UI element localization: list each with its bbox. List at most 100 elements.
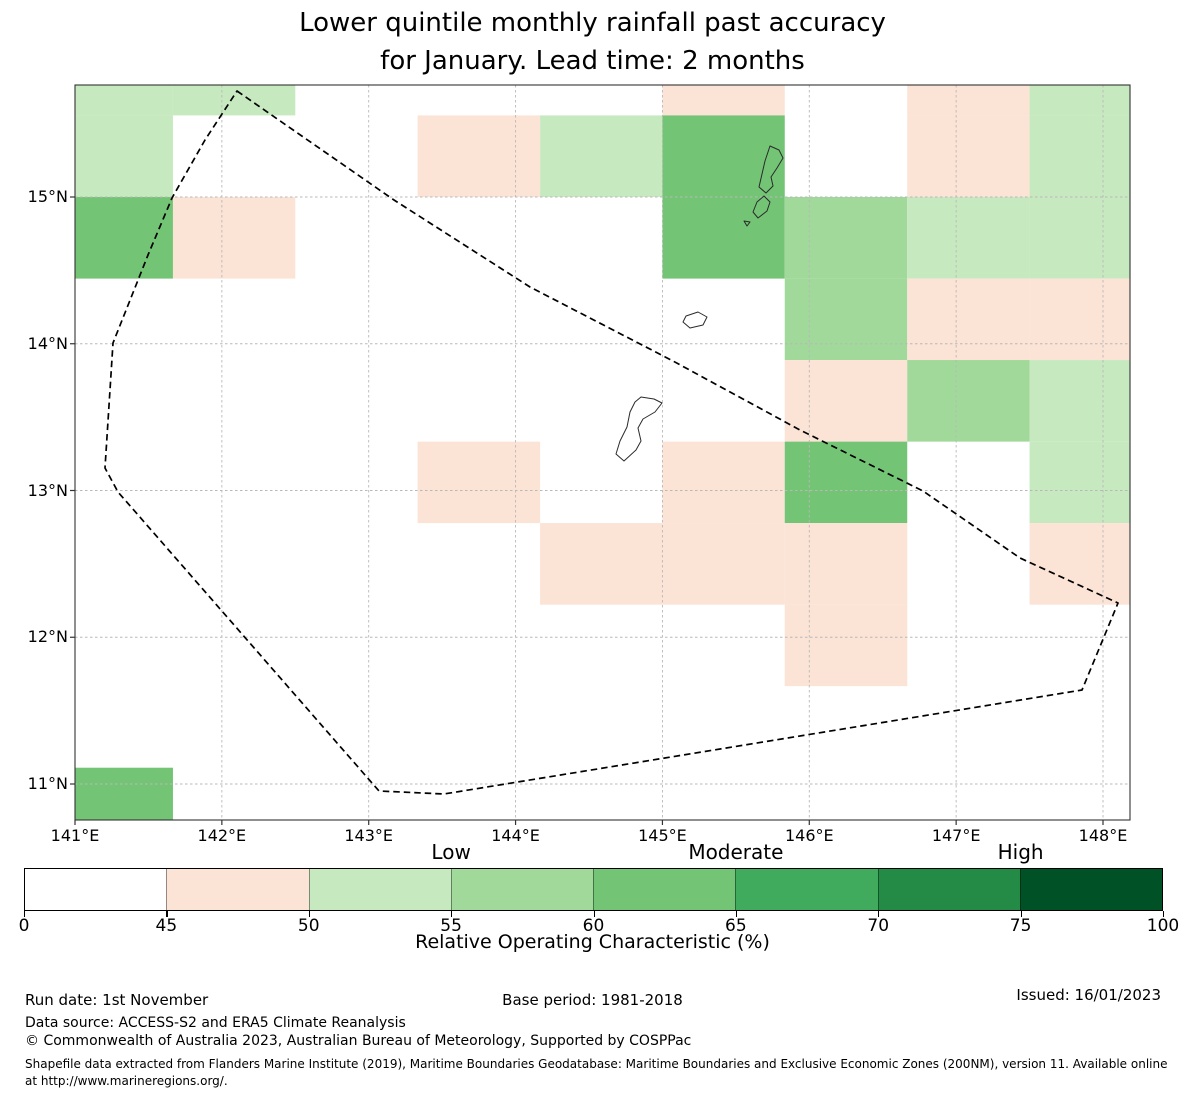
colorbar-tick-mark: [878, 911, 880, 917]
colorbar-segment: [877, 869, 1020, 910]
y-tick-label: 13°N: [27, 480, 68, 500]
heatmap-cell: [75, 115, 173, 197]
colorbar-tick-label: 60: [582, 916, 605, 936]
issued-text: Issued: 16/01/2023: [1016, 986, 1161, 1004]
colorbar-tick-label: 45: [155, 916, 178, 936]
y-tick-label: 15°N: [27, 187, 68, 206]
heatmap-cell: [1029, 85, 1130, 116]
data-source-text: Data source: ACCESS-S2 and ERA5 Climate …: [25, 1015, 406, 1031]
colorbar-category-label: High: [997, 840, 1044, 864]
x-tick-label: 142°E: [197, 826, 247, 845]
colorbar-tick-label: 0: [18, 916, 30, 936]
colorbar-segment: [450, 869, 593, 910]
heatmap-cell: [1029, 278, 1130, 361]
colorbar-tick-label: 65: [725, 916, 747, 936]
y-tick-label: 11°N: [27, 774, 68, 793]
colorbar-segment: [25, 869, 167, 910]
chart-title-line2: for January. Lead time: 2 months: [380, 46, 805, 76]
x-tick-label: 143°E: [344, 826, 394, 845]
heatmap-cell: [75, 767, 173, 820]
heatmap-cell: [172, 85, 296, 116]
axis-tick-marks: [70, 196, 1104, 825]
y-tick-label: 12°N: [27, 627, 68, 647]
heatmap-cells: [75, 85, 1130, 820]
colorbar-category-label: Low: [431, 840, 471, 864]
colorbar-tick-label: 70: [867, 916, 890, 936]
copyright-text: © Commonwealth of Australia 2023, Austra…: [25, 1033, 692, 1049]
heatmap-cell: [1029, 523, 1130, 605]
heatmap-cell: [1029, 197, 1130, 279]
x-tick-label: 147°E: [931, 826, 981, 845]
heatmap-cell: [662, 85, 785, 116]
colorbar-tick-mark: [451, 911, 453, 917]
colorbar-tick-mark: [166, 911, 168, 917]
x-tick-label: 145°E: [638, 826, 687, 845]
colorbar-tick-mark: [735, 911, 738, 917]
heatmap-cell: [540, 115, 663, 197]
shapefile-note-line1: Shapefile data extracted from Flanders M…: [25, 1057, 1168, 1071]
graticule-gridlines: [75, 85, 1130, 820]
heatmap-cell: [662, 523, 785, 605]
colorbar-tick-mark: [593, 911, 595, 917]
heatmap-cell: [907, 85, 1030, 116]
heatmap-cell: [662, 115, 785, 197]
colorbar-tick-mark: [1020, 911, 1022, 917]
chart-title-line1: Lower quintile monthly rainfall past acc…: [299, 8, 886, 38]
heatmap-cell: [662, 197, 785, 279]
eez-boundary-line: [104, 90, 1119, 795]
colorbar-tick-label: 50: [297, 916, 320, 936]
colorbar-segment: [593, 869, 736, 910]
heatmap-cell: [784, 441, 908, 524]
chart-title: Lower quintile monthly rainfall past acc…: [0, 4, 1185, 80]
colorbar-segment: [166, 869, 309, 910]
island-outlines: [615, 145, 784, 462]
heatmap-cell: [907, 197, 1030, 279]
colorbar-tick-mark: [1163, 911, 1165, 917]
colorbar-segment: [1019, 869, 1162, 910]
heatmap-cell: [172, 197, 296, 279]
heatmap-cell: [907, 360, 1030, 442]
x-tick-label: 148°E: [1078, 826, 1128, 845]
island-tinian: [752, 195, 771, 219]
map-frame: [74, 84, 1131, 821]
x-tick-label: 144°E: [491, 826, 540, 845]
colorbar-category-label: Moderate: [688, 840, 784, 864]
island-guam: [615, 396, 663, 462]
heatmap-cell: [784, 523, 908, 605]
heatmap-cell: [662, 441, 785, 524]
heatmap-cell: [417, 441, 541, 524]
heatmap-cell: [784, 197, 908, 279]
heatmap-cell: [1029, 441, 1130, 524]
colorbar-segment: [308, 869, 451, 910]
heatmap-cell: [784, 604, 908, 687]
heatmap-cell: [784, 360, 908, 442]
heatmap-cell: [907, 278, 1030, 361]
run-date-text: Run date: 1st November: [25, 991, 209, 1009]
heatmap-cell: [417, 115, 541, 197]
heatmap-cell: [784, 278, 908, 361]
colorbar: [24, 868, 1163, 911]
colorbar-tick-mark: [24, 911, 26, 917]
heatmap-cell: [907, 115, 1030, 197]
heatmap-cell: [1029, 360, 1130, 442]
colorbar-axis-label: Relative Operating Characteristic (%): [415, 931, 770, 953]
heatmap-cell: [75, 85, 173, 116]
heatmap-cell: [1029, 115, 1130, 197]
base-period-text: Base period: 1981-2018: [502, 991, 683, 1009]
island-rota: [682, 311, 708, 329]
x-tick-label: 146°E: [784, 826, 834, 845]
colorbar-tick-mark: [308, 911, 310, 917]
colorbar-segment: [735, 869, 878, 910]
colorbar-tick-label: 55: [440, 916, 462, 936]
heatmap-cell: [75, 197, 173, 279]
colorbar-tick-label: 75: [1009, 916, 1032, 936]
x-tick-label: 141°E: [50, 826, 100, 845]
colorbar-tick-label: 100: [1146, 916, 1180, 936]
heatmap-cell: [540, 523, 663, 605]
y-tick-label: 14°N: [27, 333, 68, 353]
island-saipan: [758, 145, 784, 194]
island-aguijan: [743, 220, 751, 227]
shapefile-note-line2: at http://www.marineregions.org/.: [25, 1074, 228, 1088]
